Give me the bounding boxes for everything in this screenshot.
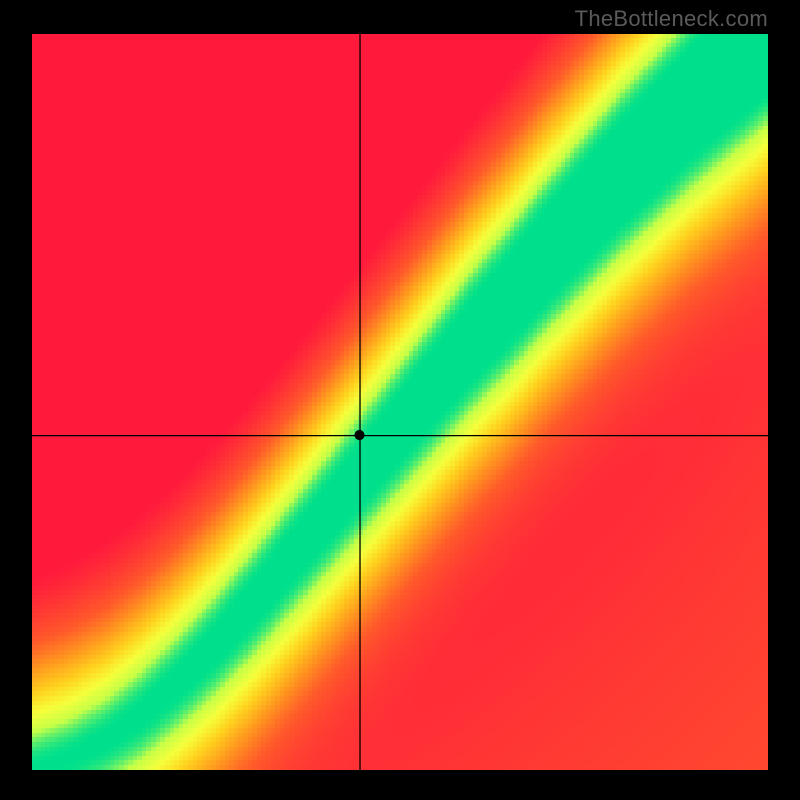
chart-container: TheBottleneck.com (0, 0, 800, 800)
bottleneck-heatmap (32, 34, 768, 770)
watermark-text: TheBottleneck.com (575, 6, 768, 32)
